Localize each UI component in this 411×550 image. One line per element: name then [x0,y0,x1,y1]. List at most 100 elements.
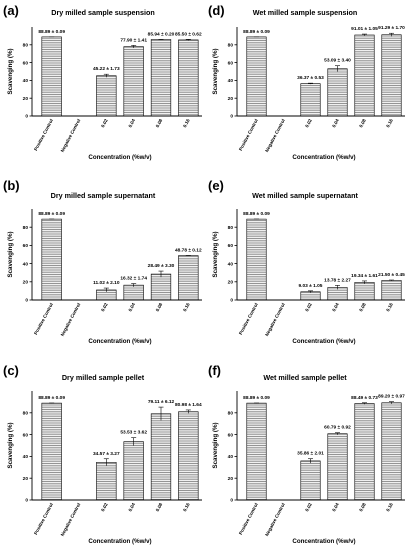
bar [300,291,321,301]
y-tick-label: 0 [230,498,233,504]
x-tick-label: 0.04 [127,118,136,129]
x-tick-label: Positive Control [33,302,54,335]
data-label: 36.37 ± 0.53 [297,75,324,81]
bar [41,402,62,501]
x-axis-label: Concentration (%w/v) [88,338,151,345]
bar [300,460,321,501]
x-tick-label: 0.02 [100,118,109,129]
y-tick-label: 60 [228,243,234,249]
y-tick-label: 40 [23,454,29,460]
bar [96,462,117,501]
x-tick-label: 0.08 [358,502,367,513]
panel-letter: (a) [3,3,19,18]
data-label: 80.98 ± 1.64 [175,402,202,408]
bar [150,413,172,501]
data-label: 11.02 ± 2.10 [93,280,120,286]
chart-title: Wet milled sample suspension [253,8,358,17]
y-tick-label: 80 [23,411,29,417]
x-tick-label: 0.08 [358,302,367,313]
data-label: 53.53 ± 3.62 [120,430,147,436]
data-label: 79.11 ± 6.12 [148,399,175,405]
y-tick-label: 20 [23,280,29,286]
x-tick-label: Positive Control [238,118,259,151]
x-tick-label: 0.08 [155,118,164,129]
chart-title: Wet milled sample pellet [263,373,347,382]
chart-panel-d: (d) Wet milled sample suspension 0 20 40 60 80… [208,3,405,161]
bar [381,34,402,117]
bar [96,75,117,117]
data-label: 34.57 ± 3.27 [93,451,120,457]
y-tick-label: 0 [25,298,28,304]
data-label: 85.50 ± 0.62 [175,31,202,37]
data-label: 45.22 ± 1.73 [93,66,120,72]
data-label: 91.01 ± 1.05 [351,26,378,32]
chart-title: Dry milled sample suspension [51,8,154,17]
data-label: 88.49 ± 0.73 [351,395,378,401]
x-axis-label: Concentration (%w/v) [292,154,355,161]
chart-panel-e: (e) Wet milled sample supernatant 0 20 40 60 8… [208,178,405,345]
data-label: 21.50 ± 0.45 [378,272,405,278]
y-tick-label: 80 [23,43,29,49]
y-tick-label: 80 [228,43,234,49]
bar [327,433,348,501]
y-axis-label: Scavenging (%) [7,231,14,277]
y-axis-label: Scavenging (%) [212,231,219,277]
chart-title: Dry milled sample supernatant [51,191,156,200]
x-tick-label: 0.16 [182,118,191,129]
y-tick-label: 0 [25,114,28,120]
bar [354,282,375,301]
data-label: 88.89 ± 0.09 [38,211,65,217]
x-axis-label: Concentration (%w/v) [292,338,355,345]
y-tick-label: 20 [23,476,29,482]
bar [354,403,375,501]
chart-panel-c: (c) Dry milled sample pellet 0 20 40 60 80 Scav… [3,363,202,545]
y-axis-label: Scavenging (%) [7,48,14,94]
x-tick-label: 0.04 [331,118,340,129]
y-tick-label: 0 [230,114,233,120]
bar [123,46,144,117]
x-tick-label: 0.16 [385,302,394,313]
bar [246,218,267,301]
chart-panel-a: (a) Dry milled sample suspension 0 20 40 60 80… [3,3,202,161]
data-label: 19.34 ± 1.61 [351,273,378,279]
x-tick-label: 0.02 [100,502,109,513]
x-axis-label: Concentration (%w/v) [88,154,151,161]
data-label: 48.78 ± 0.12 [175,248,202,254]
x-tick-label: Positive Control [238,302,259,335]
bar [41,36,62,117]
data-label: 53.09 ± 3.40 [324,58,351,64]
panel-letter: (b) [3,178,20,193]
x-tick-label: Positive Control [33,502,54,535]
y-tick-label: 0 [230,298,233,304]
x-tick-label: 0.08 [155,302,164,313]
data-label: 60.79 ± 0.92 [324,425,351,431]
x-tick-label: 0.02 [304,118,313,129]
bar [178,255,199,301]
y-tick-label: 60 [23,243,29,249]
bar [354,34,375,117]
chart-title: Dry milled sample pellet [62,373,145,382]
y-tick-label: 80 [23,225,29,231]
x-tick-label: 0.02 [100,302,109,313]
bar [150,273,172,301]
y-tick-label: 60 [228,432,234,438]
x-tick-label: Negative Control [264,502,286,537]
y-tick-label: 40 [228,261,234,267]
x-tick-label: 0.02 [304,302,313,313]
y-tick-label: 20 [228,96,234,102]
bar [41,218,62,301]
bar [123,441,144,501]
bar [178,39,199,117]
x-tick-label: 0.16 [385,502,394,513]
data-label: 88.89 ± 0.09 [243,211,270,217]
y-tick-label: 80 [228,411,234,417]
panel-letter: (c) [3,363,19,378]
y-tick-label: 40 [228,454,234,460]
data-label: 9.03 ± 1.05 [299,283,323,289]
data-label: 89.20 ± 0.97 [378,394,405,400]
data-label: 35.86 ± 2.01 [297,451,324,457]
y-tick-label: 60 [23,432,29,438]
data-label: 28.49 ± 3.30 [148,263,175,269]
panel-letter: (d) [208,3,225,18]
